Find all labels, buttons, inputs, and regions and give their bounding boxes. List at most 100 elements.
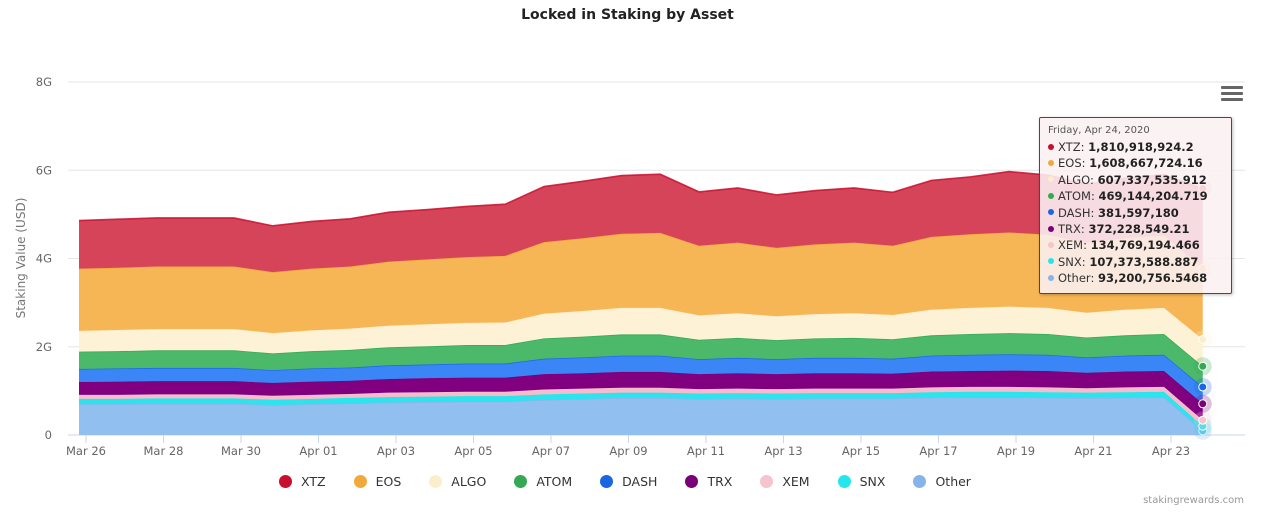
legend-label: XTZ xyxy=(301,474,326,489)
series-dot-icon xyxy=(1048,241,1054,248)
x-tick-label: Apr 19 xyxy=(997,444,1035,458)
legend-dot-icon xyxy=(514,475,528,488)
legend-dot-icon xyxy=(600,475,614,488)
tooltip-series-name: XTZ: xyxy=(1058,140,1089,154)
series-dot-icon xyxy=(1048,225,1054,232)
x-tick-label: Mar 26 xyxy=(66,444,106,458)
x-tick-label: Apr 17 xyxy=(919,444,957,458)
tooltip-row-xtz: XTZ: 1,810,918,924.2 xyxy=(1048,139,1223,155)
legend-item-xem[interactable]: XEM xyxy=(760,474,810,489)
marker-atom xyxy=(1198,361,1208,371)
legend-dot-icon xyxy=(685,475,699,488)
legend-label: DASH xyxy=(622,474,658,489)
chart-title: Locked in Staking by Asset xyxy=(521,7,734,23)
tooltip: Friday, Apr 24, 2020 XTZ: 1,810,918,924.… xyxy=(1039,117,1232,294)
x-tick-label: Apr 23 xyxy=(1152,444,1190,458)
marker-trx xyxy=(1198,399,1208,409)
tooltip-series-name: EOS: xyxy=(1058,156,1090,171)
x-tick-label: Apr 21 xyxy=(1074,444,1112,458)
area-xem[interactable] xyxy=(79,386,1203,427)
legend-label: EOS xyxy=(375,474,402,489)
legend-label: ALGO xyxy=(451,474,487,489)
series-dot-icon xyxy=(1048,192,1054,199)
area-xtz[interactable] xyxy=(79,171,1203,273)
y-axis-ticks: 0 2G 4G 6G 8G xyxy=(36,75,52,442)
legend-label: SNX xyxy=(859,474,886,489)
legend-dot-icon xyxy=(913,475,927,488)
legend-item-dash[interactable]: DASH xyxy=(600,474,657,489)
tooltip-series-name: TRX: xyxy=(1058,222,1089,237)
tooltip-row-snx: SNX: 107,373,588.887 xyxy=(1048,254,1223,270)
legend-dot-icon xyxy=(279,475,293,488)
tooltip-series-name: ALGO: xyxy=(1058,172,1098,187)
series-dot-icon xyxy=(1048,209,1054,216)
tooltip-series-value: 372,228,549.21 xyxy=(1088,222,1190,237)
x-tick-label: Apr 11 xyxy=(687,444,725,458)
tooltip-row-dash: DASH: 381,597,180 xyxy=(1048,205,1223,221)
area-snx[interactable] xyxy=(79,391,1203,431)
x-tick-label: Apr 03 xyxy=(377,444,415,458)
tooltip-row-xem: XEM: 134,769,194.466 xyxy=(1048,237,1223,253)
area-eos[interactable] xyxy=(79,232,1203,340)
hamburger-menu-icon[interactable] xyxy=(1221,86,1243,104)
legend-label: XEM xyxy=(782,474,810,489)
legend-label: Other xyxy=(935,474,971,489)
tooltip-series-name: Other: xyxy=(1058,271,1098,286)
chart-plot: 0 2G 4G 6G 8G Mar 26 Mar 28 Mar 30 Apr 01 Apr 03… xyxy=(14,75,1245,458)
tooltip-row-atom: ATOM: 469,144,204.719 xyxy=(1048,188,1223,204)
area-dash[interactable] xyxy=(79,354,1203,404)
tooltip-series-value: 1,608,667,724.16 xyxy=(1089,156,1203,171)
area-other[interactable] xyxy=(79,397,1203,435)
tooltip-date: Friday, Apr 24, 2020 xyxy=(1048,125,1150,136)
legend-item-other[interactable]: Other xyxy=(913,474,971,489)
tooltip-row-other: Other: 93,200,756.5468 xyxy=(1048,270,1223,286)
area-series xyxy=(78,170,1204,435)
series-dot-icon xyxy=(1048,274,1054,281)
tooltip-series-name: XEM: xyxy=(1058,238,1091,253)
legend-item-xtz[interactable]: XTZ xyxy=(279,474,326,489)
area-algo[interactable] xyxy=(79,306,1203,367)
legend-dot-icon xyxy=(760,475,774,488)
series-dot-icon xyxy=(1048,159,1054,166)
legend-item-atom[interactable]: ATOM xyxy=(514,474,572,489)
legend: XTZ EOS ALGO ATOM DASH TRX XEM SNX Other xyxy=(0,474,1250,489)
legend-dot-icon xyxy=(429,475,443,488)
legend-item-eos[interactable]: EOS xyxy=(353,474,402,489)
x-tick-label: Apr 13 xyxy=(764,444,802,458)
tooltip-series-value: 469,144,204.719 xyxy=(1098,189,1208,204)
area-atom[interactable] xyxy=(79,333,1203,387)
tooltip-series-name: SNX: xyxy=(1058,254,1090,269)
y-tick-label: 4G xyxy=(36,252,52,266)
legend-item-snx[interactable]: SNX xyxy=(837,474,886,489)
x-tick-label: Mar 30 xyxy=(221,444,261,458)
x-tick-label: Apr 07 xyxy=(532,444,570,458)
tooltip-series-name: DASH: xyxy=(1058,205,1098,220)
legend-dot-icon xyxy=(837,475,851,488)
legend-item-trx[interactable]: TRX xyxy=(685,474,732,489)
tooltip-series-value: 93,200,756.5468 xyxy=(1097,271,1208,286)
x-tick-label: Apr 15 xyxy=(842,444,880,458)
y-axis-title: Staking Value (USD) xyxy=(14,198,28,319)
area-trx[interactable] xyxy=(79,370,1203,421)
tooltip-row-trx: TRX: 372,228,549.21 xyxy=(1048,221,1223,237)
line-xtz xyxy=(78,170,1204,227)
tooltip-series-value: 1,810,918,924.2 xyxy=(1088,140,1194,154)
legend-label: TRX xyxy=(707,474,733,489)
series-dot-icon xyxy=(1048,176,1054,183)
legend-label: ATOM xyxy=(536,474,573,489)
legend-item-algo[interactable]: ALGO xyxy=(429,474,486,489)
series-dot-icon xyxy=(1048,143,1054,150)
tooltip-series-value: 381,597,180 xyxy=(1098,205,1179,220)
y-tick-label: 8G xyxy=(36,75,52,89)
x-tick-label: Apr 09 xyxy=(609,444,647,458)
x-axis-ticks: Mar 26 Mar 28 Mar 30 Apr 01 Apr 03 Apr 05 Apr … xyxy=(66,435,1190,458)
credit-link[interactable]: stakingrewards.com xyxy=(1143,495,1244,506)
tooltip-row-eos: EOS: 1,608,667,724.16 xyxy=(1048,155,1223,171)
tooltip-series-value: 134,769,194.466 xyxy=(1090,238,1200,253)
x-tick-label: Apr 01 xyxy=(299,444,337,458)
marker-dash xyxy=(1198,382,1208,392)
tooltip-series-value: 107,373,588.887 xyxy=(1089,254,1199,269)
y-tick-label: 6G xyxy=(36,163,52,177)
tooltip-series-name: ATOM: xyxy=(1058,189,1099,204)
legend-dot-icon xyxy=(353,475,367,488)
